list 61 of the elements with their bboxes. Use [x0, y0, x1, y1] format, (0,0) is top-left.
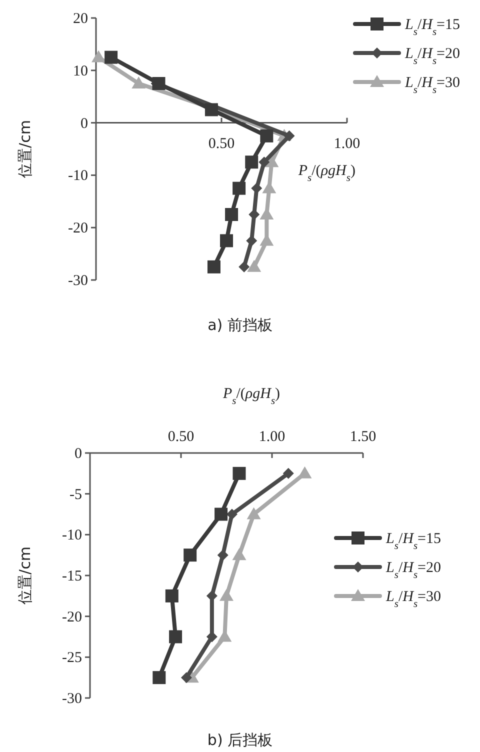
y-axis-title: 位置/cm	[16, 120, 34, 178]
y-tick-label: -20	[62, 609, 82, 626]
x-axis-title: P$_{s}$/(ρgH$_{s}$)	[297, 163, 356, 184]
legend-label: L$_{s}$/H$_{s}$=20	[404, 46, 460, 66]
legend-label: L$_{s}$/H$_{s}$=15	[404, 17, 460, 38]
point	[260, 208, 274, 220]
point	[180, 672, 192, 684]
point	[225, 208, 238, 221]
point	[152, 671, 166, 684]
point	[245, 156, 258, 169]
point	[226, 508, 238, 520]
y-tick-label: -15	[62, 568, 82, 584]
point	[282, 468, 294, 479]
point	[232, 466, 246, 480]
x-tick-label: 1.50	[350, 429, 376, 445]
point	[220, 234, 234, 248]
legend-label: L$_{s}$/H$_{s}$=15	[385, 531, 442, 552]
point	[248, 209, 260, 220]
point	[298, 466, 312, 478]
point	[220, 588, 234, 601]
point	[184, 548, 197, 562]
y-tick-label: -30	[68, 273, 88, 289]
y-tick-label: 20	[73, 11, 88, 27]
point	[152, 77, 166, 90]
point	[232, 548, 246, 560]
y-axis-title: 位置/cm	[16, 546, 34, 604]
y-tick-label: -25	[62, 650, 82, 666]
point	[204, 103, 218, 116]
x-tick-label: 1.00	[334, 136, 360, 152]
y-tick-label: 0	[80, 116, 88, 132]
point	[246, 507, 261, 520]
y-tick-label: 0	[74, 446, 82, 462]
y-tick-label: -10	[62, 528, 82, 544]
y-tick-label: -5	[70, 486, 82, 503]
legend-label: L$_{s}$/H$_{s}$=30	[404, 75, 460, 96]
point	[104, 50, 118, 64]
point	[214, 508, 228, 521]
y-tick-label: -30	[62, 691, 82, 707]
text: b) 后挡板	[207, 731, 273, 749]
point	[165, 589, 178, 602]
point	[207, 260, 220, 274]
point	[251, 182, 262, 194]
point	[232, 182, 246, 195]
point	[132, 76, 146, 88]
x-tick-label: 1.00	[258, 429, 286, 445]
legend-label: L$_{s}$/H$_{s}$=30	[385, 589, 442, 610]
x-tick-label: 0.50	[208, 136, 235, 152]
y-tick-label: 10	[73, 63, 88, 80]
point	[258, 156, 270, 168]
x-tick-label: 0.50	[168, 429, 194, 445]
y-tick-label: -20	[68, 220, 88, 237]
point	[238, 261, 250, 272]
y-tick-label: -10	[68, 168, 88, 184]
point	[284, 130, 295, 142]
point	[247, 260, 262, 272]
legend-label: L$_{s}$/H$_{s}$=20	[385, 560, 442, 580]
point	[260, 129, 274, 142]
text: a) 前挡板	[208, 316, 272, 334]
point	[169, 630, 182, 644]
point	[217, 550, 228, 561]
x-axis-title: P$_{s}$/(ρgH$_{s}$)	[222, 386, 280, 406]
